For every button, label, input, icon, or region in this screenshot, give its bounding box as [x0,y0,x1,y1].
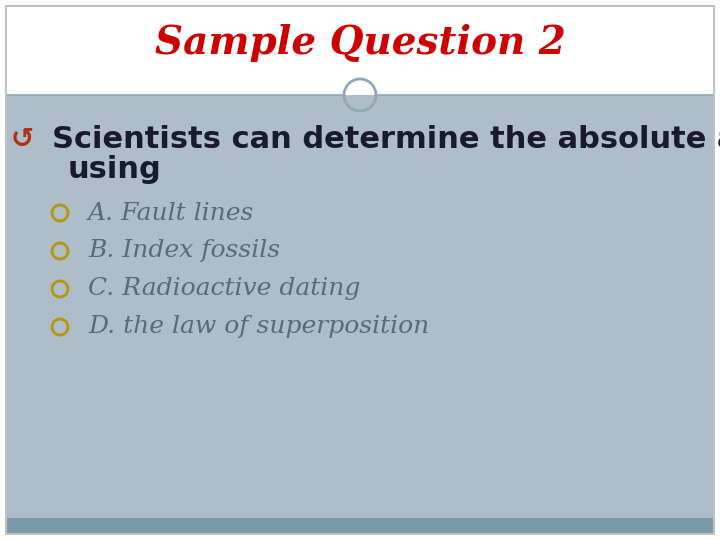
Text: C. Radioactive dating: C. Radioactive dating [88,278,361,300]
Text: D. the law of superposition: D. the law of superposition [88,315,429,339]
Text: ↺: ↺ [10,125,34,153]
Text: A. Fault lines: A. Fault lines [88,201,254,225]
Text: using: using [68,154,162,184]
Bar [6,95,714,518]
Text: Scientists can determine the absolute age of rocks: Scientists can determine the absolute ag… [52,125,720,153]
Wedge shape [344,79,376,95]
Text: B. Index fossils: B. Index fossils [88,240,280,262]
Text: Sample Question 2: Sample Question 2 [155,24,565,63]
Wedge shape [344,95,376,111]
Bar [6,6,714,95]
Bar [6,518,714,534]
